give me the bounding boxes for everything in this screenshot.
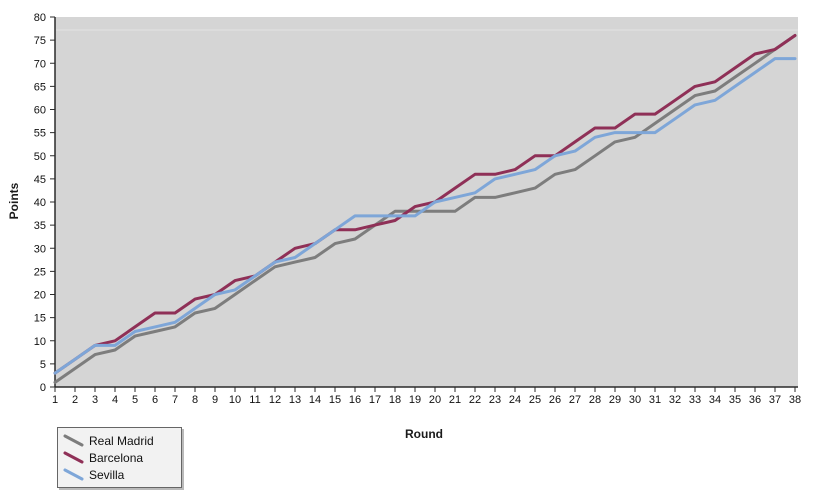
y-tick-label: 20 (34, 290, 46, 302)
x-tick-label: 38 (789, 394, 801, 406)
legend-label-real-madrid: Real Madrid (89, 433, 154, 448)
x-axis-title: Round (405, 427, 443, 441)
legend: Real Madrid Barcelona Sevilla (57, 427, 182, 488)
legend-item-real-madrid: Real Madrid (63, 432, 175, 449)
y-tick-label: 5 (40, 359, 46, 371)
x-tick-label: 19 (409, 394, 421, 406)
legend-item-barcelona: Barcelona (63, 449, 175, 466)
y-tick-label: 70 (34, 58, 46, 70)
series-line-sevilla (53, 57, 797, 375)
y-axis-title: Points (7, 182, 21, 220)
x-tick-label: 35 (729, 394, 741, 406)
x-tick-label: 31 (649, 394, 661, 406)
x-tick-label: 11 (249, 394, 260, 406)
x-tick-label: 22 (469, 394, 481, 406)
x-tick-label: 25 (529, 394, 541, 406)
x-tick-label: 27 (569, 394, 581, 406)
y-tick-label: 15 (34, 313, 46, 325)
x-tick-label: 32 (669, 394, 681, 406)
x-tick-label: 18 (389, 394, 401, 406)
series-line-real-madrid (53, 34, 797, 384)
x-tick-label: 23 (489, 394, 501, 406)
y-tick-label: 40 (34, 197, 46, 209)
y-tick-label: 35 (34, 220, 46, 232)
sevilla-line-swatch-icon (63, 468, 84, 481)
x-tick-label: 29 (609, 394, 621, 406)
y-tick-label: 45 (34, 174, 46, 186)
y-tick-label: 10 (34, 336, 46, 348)
x-tick-label: 14 (309, 394, 321, 406)
x-tick-label: 16 (349, 394, 361, 406)
plot-area (55, 17, 798, 387)
y-tick-label: 80 (34, 12, 46, 24)
y-tick-label: 25 (34, 266, 46, 278)
x-tick-label: 1 (52, 394, 58, 406)
x-tick-label: 26 (549, 394, 561, 406)
y-tick-label: 65 (34, 81, 46, 93)
legend-item-sevilla: Sevilla (63, 466, 175, 483)
y-tick-label: 60 (34, 105, 46, 117)
x-tick-label: 7 (172, 394, 178, 406)
legend-label-barcelona: Barcelona (89, 450, 144, 465)
x-tick-label: 10 (229, 394, 241, 406)
x-tick-label: 37 (769, 394, 781, 406)
x-tick-label: 15 (329, 394, 341, 406)
barcelona-line-swatch-icon (63, 451, 84, 464)
x-tick-label: 3 (92, 394, 98, 406)
x-tick-label: 20 (429, 394, 441, 406)
x-tick-label: 4 (112, 394, 118, 406)
x-tick-label: 2 (72, 394, 78, 406)
x-tick-label: 24 (509, 394, 521, 406)
x-tick-label: 17 (369, 394, 381, 406)
x-tick-label: 33 (689, 394, 701, 406)
y-tick-label: 30 (34, 243, 46, 255)
x-tick-label: 34 (709, 394, 721, 406)
x-tick-label: 30 (629, 394, 641, 406)
real-madrid-line-swatch-icon (63, 434, 84, 447)
series-line-barcelona (53, 34, 797, 375)
x-tick-label: 21 (449, 394, 461, 406)
y-tick-label: 55 (34, 128, 46, 140)
x-tick-label: 6 (152, 394, 158, 406)
x-tick-label: 5 (132, 394, 138, 406)
x-tick-label: 13 (289, 394, 301, 406)
y-tick-label: 75 (34, 35, 46, 47)
legend-label-sevilla: Sevilla (89, 467, 125, 482)
y-tick-label: 0 (40, 382, 46, 394)
x-tick-label: 8 (192, 394, 198, 406)
x-tick-label: 36 (749, 394, 761, 406)
x-tick-label: 9 (212, 394, 218, 406)
y-tick-label: 50 (34, 151, 46, 163)
x-tick-label: 28 (589, 394, 601, 406)
x-tick-label: 12 (269, 394, 281, 406)
